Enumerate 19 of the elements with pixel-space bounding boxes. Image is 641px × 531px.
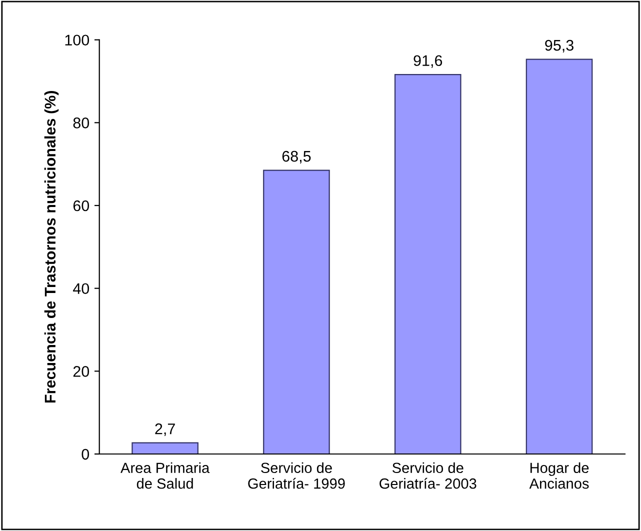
y-tick-label: 20: [73, 366, 90, 377]
y-tick-label: 100: [65, 34, 90, 46]
bar: [394, 74, 462, 454]
data-label: 2,7: [155, 423, 175, 436]
data-label: 91,6: [414, 55, 442, 68]
bar: [132, 442, 198, 454]
y-tick-label: 40: [72, 283, 90, 294]
data-label: 68,5: [282, 150, 311, 164]
data-label: 95,3: [545, 40, 574, 53]
bar: [263, 170, 330, 454]
y-axis-title: Frecuencia de Trastornos nutricionales (%): [44, 91, 59, 403]
x-tick-label: Servicio de Geriatría- 2003: [380, 462, 476, 489]
y-tick-label: 0: [82, 448, 90, 460]
y-tick-label: 80: [73, 118, 90, 128]
x-tick-label: Area Primaria de Salud: [120, 462, 210, 489]
x-tick-label: Hogar de Ancianos: [529, 462, 589, 489]
y-tick-label: 60: [73, 200, 90, 212]
x-tick-label: Servicio de Geriatría- 1999: [248, 462, 345, 489]
bar: [526, 58, 593, 454]
